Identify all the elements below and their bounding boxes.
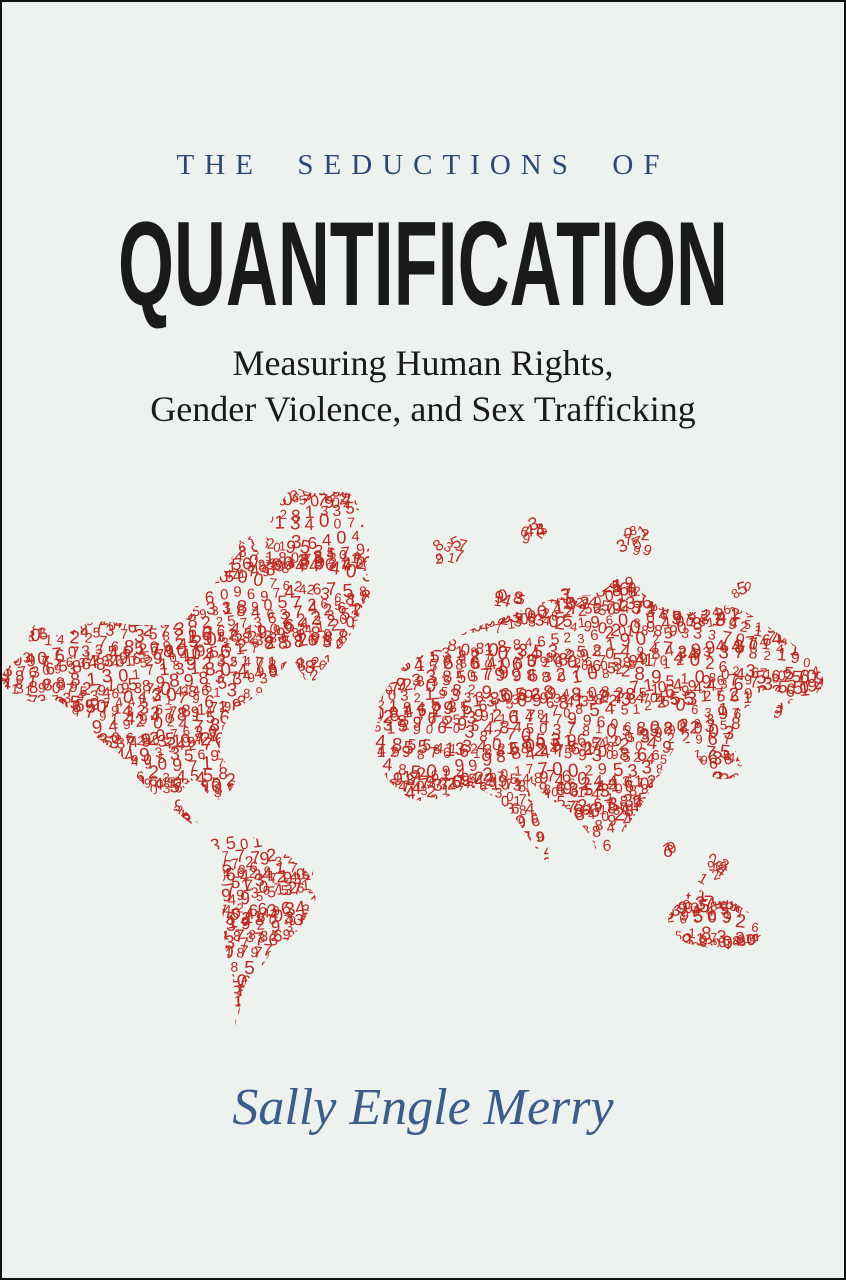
svg-text:520913808717856180479913943428: 5209138087178561804799139434288799016714… (0, 428, 846, 623)
svg-text:162933900684679506309705092823: 1629339006846795063097050928233367642124… (0, 394, 846, 560)
svg-text:670915285961931254897631807349: 6709152859619312548976318073497012526722… (0, 888, 846, 1080)
svg-text:048773304195876005969172288558: 0487733041958760059691722885587523433894… (0, 821, 846, 978)
svg-text:225510288539280775358463579387: 2255102885392807753584635793872010583618… (0, 436, 846, 612)
svg-text:831308163477465380575908392813: 8313081634774653805759083928132891451927… (0, 896, 846, 1047)
svg-text:547674069242243511138062684768: 5476740692422435111380626847688539652789… (0, 953, 846, 1058)
svg-text:256162160236318606109281335778: 2561621602363186061092813357780790791413… (0, 462, 846, 548)
svg-text:182215854489802957093273792913: 1822158544898029570932737929139282581737… (0, 459, 846, 550)
svg-text:554739090258940520148567704124: 5547390902589405201485677041244239428573… (0, 431, 846, 628)
svg-text:133612858419074264264096544591: 1336128584190742642640965445912235729256… (0, 879, 846, 978)
svg-text:396342468652345896046498129354: 3963424686523458960464981293548082490080… (0, 395, 846, 536)
svg-text:793481440343378990040100186966: 7934814403433789900401001869661157392031… (0, 1003, 846, 1064)
svg-text:621518659437009395162963924386: 6215186594370093951629639243865867555604… (0, 489, 846, 607)
svg-text:487805329650638436061173382876: 4878053296506384360611733828766853363013… (0, 965, 846, 1027)
svg-text:624762938385596116257992062533: 6247629383855961162579920625339747636434… (0, 435, 846, 496)
svg-text:147730334739109961169534387268: 1477303347391099611695343872686561089486… (0, 402, 846, 556)
svg-text:4: 4 (524, 520, 535, 540)
svg-text:637261013679248022682136404713: 6372610136792480226821364047132252150552… (0, 502, 846, 573)
svg-text:031121723450072633776774249081: 0311217234500726337767742490813250930153… (0, 865, 846, 986)
svg-text:162777602541725969143972600085: 1627776025417259691439726000853771232526… (0, 422, 846, 460)
svg-text:417924373183376719185134007227: 4179243731833767191851340072275547377477… (0, 486, 846, 550)
svg-text:941175507338562353166168649707: 9411755073385623531661686497079346858447… (0, 953, 846, 1095)
svg-text:371834543058853945368266011965: 3718345430588539453682660119659636260824… (0, 404, 846, 528)
svg-text:638866091124847015783665860707: 6388660911248470157836658607076645598769… (0, 854, 846, 1057)
svg-text:1: 1 (695, 870, 711, 889)
svg-text:770994835198961160969744675805: 7709948351989611609697446758053207655914… (0, 514, 846, 621)
svg-text:647453116357845270469337273521: 6474531163578452704693372735211205530756… (0, 787, 846, 983)
svg-text:952510448379823547635639694204: 9525104483798235476356396942042568953324… (0, 384, 846, 554)
